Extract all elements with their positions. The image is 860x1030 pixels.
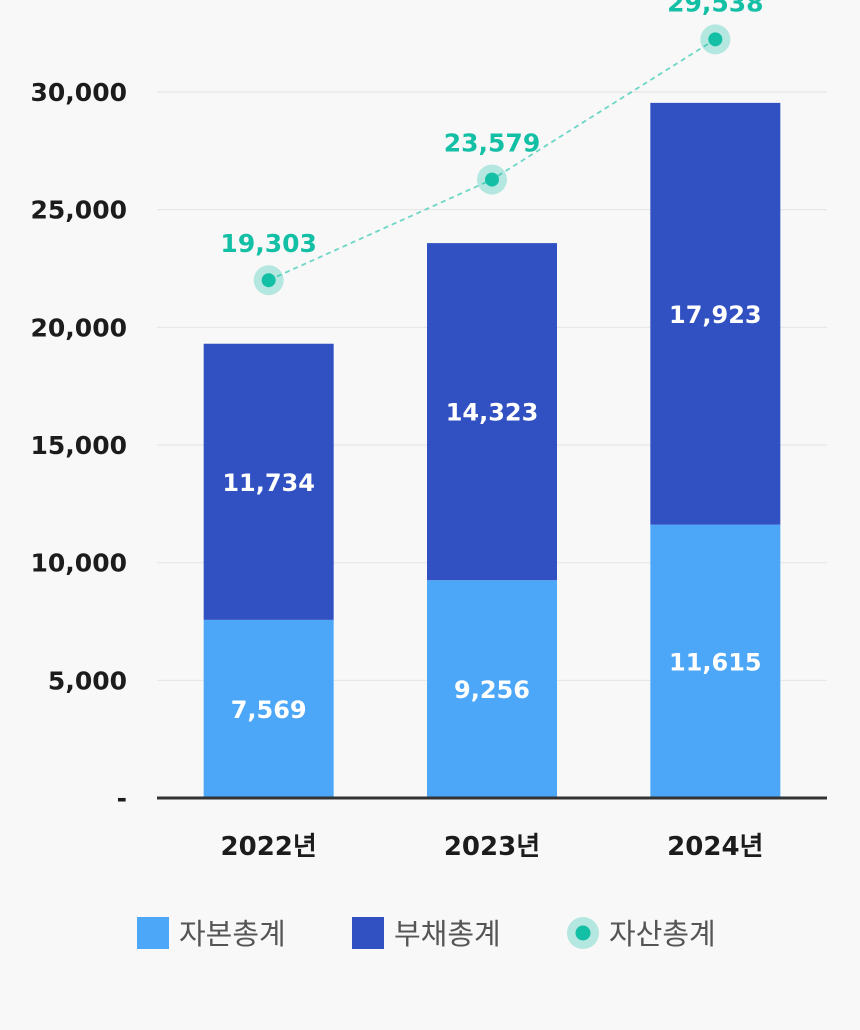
- bar-equity: [203, 619, 334, 798]
- asset-marker: [708, 32, 723, 47]
- asset-value-label: 29,538: [667, 0, 763, 17]
- asset-line: [253, 24, 731, 296]
- asset-marker: [261, 273, 276, 288]
- legend-label: 부채총계: [394, 917, 501, 951]
- bar-value-label: 11,615: [669, 648, 762, 676]
- legend-swatch: [352, 917, 384, 949]
- x-axis-categories: 2022년 2023년 2024년: [221, 832, 764, 862]
- bar-value-label: 14,323: [446, 399, 539, 427]
- bar-value-label: 9,256: [454, 676, 530, 704]
- bar-equity: [650, 524, 781, 798]
- y-tick-label: 15,000: [31, 431, 127, 460]
- y-tick-label: 5,000: [48, 666, 127, 695]
- y-tick-label: 10,000: [31, 549, 127, 578]
- bar-liabilities: [203, 343, 334, 620]
- y-tick-label: -: [117, 784, 127, 813]
- asset-value-label: 19,303: [220, 229, 316, 258]
- x-category-label: 2022년: [221, 832, 317, 862]
- legend: 자본총계 부채총계 자산총계: [137, 917, 716, 951]
- x-category-label: 2024년: [667, 832, 763, 862]
- y-tick-label: 20,000: [31, 313, 127, 342]
- legend-marker: [575, 925, 591, 941]
- bar-liabilities: [650, 102, 781, 525]
- asset-marker: [485, 172, 499, 187]
- y-tick-label: 30,000: [31, 78, 127, 107]
- data-labels: 7,569 11,734 9,256 14,323 11,615 17,923 19,303…: [220, 0, 763, 724]
- legend-label: 자본총계: [179, 917, 286, 951]
- legend-swatch: [137, 917, 169, 949]
- y-axis-ticks: - 5,000 10,000 15,000 20,000 25,000 30,000: [31, 78, 127, 813]
- asset-value-label: 23,579: [444, 129, 540, 158]
- y-tick-label: 25,000: [31, 196, 127, 225]
- legend-label: 자산총계: [609, 917, 716, 951]
- bars: [203, 102, 781, 798]
- bar-value-label: 17,923: [669, 301, 762, 329]
- x-category-label: 2023년: [444, 832, 540, 862]
- bar-equity: [427, 580, 557, 798]
- bar-liabilities: [427, 243, 557, 581]
- bar-value-label: 7,569: [231, 696, 307, 724]
- bar-value-label: 11,734: [222, 469, 315, 497]
